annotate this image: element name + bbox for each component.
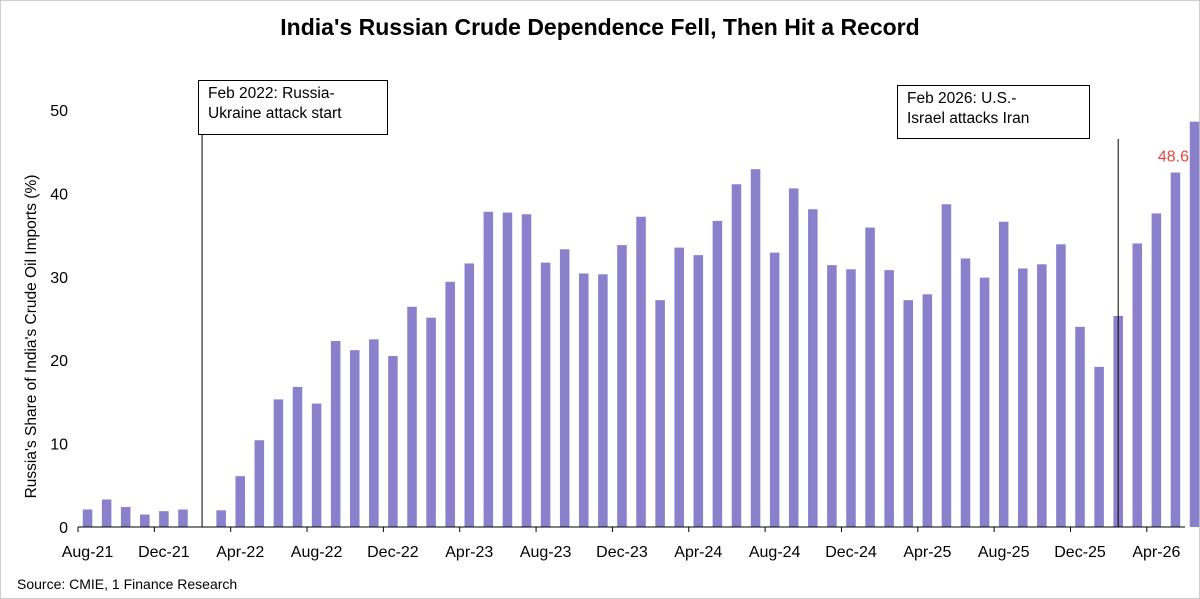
bar: [903, 300, 914, 527]
x-tick-label: Aug-25: [978, 544, 1030, 561]
bar: [808, 209, 818, 527]
y-tick-label: 40: [50, 186, 68, 203]
x-tick-label: Aug-21: [62, 544, 114, 561]
bar: [426, 317, 436, 527]
bar: [521, 214, 532, 527]
bar: [1056, 244, 1066, 527]
bar: [178, 509, 188, 527]
bar: [617, 245, 627, 528]
y-tick-label: 50: [50, 103, 68, 120]
annotation-line: Feb 2022: Russia-: [208, 85, 335, 102]
bar: [330, 341, 341, 527]
bar: [159, 511, 169, 527]
bar: [407, 306, 417, 527]
x-tick-label: Dec-22: [367, 544, 419, 561]
bar: [846, 269, 856, 527]
source-note: Source: CMIE, 1 Finance Research: [17, 576, 238, 592]
bar: [311, 403, 322, 527]
bar: [1037, 264, 1047, 527]
x-tick-label: Dec-24: [825, 544, 877, 561]
bar: [865, 227, 875, 527]
chart-title: India's Russian Crude Dependence Fell, T…: [280, 14, 920, 40]
bar: [1132, 243, 1143, 527]
bar: [1075, 326, 1085, 527]
annotation-line: Ukraine attack start: [208, 105, 342, 122]
bar: [712, 220, 723, 528]
y-axis-label: Russia's Share of India's Crude Oil Impo…: [23, 175, 40, 499]
x-tick-label: Apr-24: [674, 544, 722, 561]
bar: [388, 356, 398, 527]
bar: [788, 188, 799, 527]
bar: [254, 440, 265, 527]
bar: [1018, 268, 1028, 527]
x-tick-label: Aug-23: [520, 544, 572, 561]
bar: [960, 258, 971, 527]
x-tick-label: Apr-26: [1132, 544, 1180, 561]
bar: [235, 476, 245, 527]
bar: [884, 270, 894, 527]
bar: [769, 252, 780, 528]
annotation-line: Feb 2026: U.S.-: [907, 90, 1017, 107]
bar: [464, 263, 475, 527]
bar: [82, 509, 93, 527]
x-tick-label: Apr-25: [903, 544, 951, 561]
y-tick-label: 20: [50, 353, 68, 370]
bar: [140, 514, 150, 527]
bar: [120, 506, 131, 527]
bar: [1170, 172, 1181, 528]
bar: [273, 399, 284, 527]
bar: [827, 265, 837, 527]
bar: [674, 247, 684, 528]
bar: [998, 221, 1009, 527]
bar: [1151, 213, 1162, 528]
data-label: 48.6: [1158, 149, 1189, 166]
bar: [941, 204, 952, 528]
bar: [502, 212, 513, 527]
bar: [1094, 366, 1104, 527]
x-tick-label: Dec-25: [1054, 544, 1106, 561]
x-tick-label: Apr-23: [445, 544, 493, 561]
annotation-us-israel-iran: Feb 2026: U.S.- Israel attacks Iran: [897, 85, 1090, 139]
bar: [292, 386, 303, 527]
y-tick-label: 30: [50, 270, 68, 287]
bar: [655, 300, 665, 527]
bar: [750, 169, 761, 527]
x-tick-label: Dec-21: [138, 544, 190, 561]
bar: [979, 277, 990, 527]
y-tick-label: 0: [59, 520, 68, 537]
bar: [369, 339, 379, 527]
y-tick-label: 10: [50, 437, 68, 454]
bar: [922, 294, 933, 527]
bar: [101, 499, 112, 527]
bar: [731, 184, 742, 528]
bar: [216, 510, 226, 527]
bar: [349, 350, 360, 527]
annotation-russia-ukraine: Feb 2022: Russia- Ukraine attack start: [198, 80, 388, 135]
bar: [559, 249, 570, 527]
annotation-line: Israel attacks Iran: [907, 110, 1030, 127]
x-tick-label: Aug-24: [749, 544, 801, 561]
bar: [636, 216, 646, 527]
x-tick-label: Dec-23: [596, 544, 648, 561]
x-tick-label: Apr-22: [216, 544, 264, 561]
bar: [693, 255, 704, 527]
bar: [540, 262, 551, 527]
bar: [598, 274, 608, 527]
bar: [483, 211, 494, 527]
x-tick-label: Aug-22: [291, 544, 343, 561]
bar: [445, 281, 455, 527]
bar: [579, 273, 589, 527]
bar: [1189, 121, 1200, 528]
